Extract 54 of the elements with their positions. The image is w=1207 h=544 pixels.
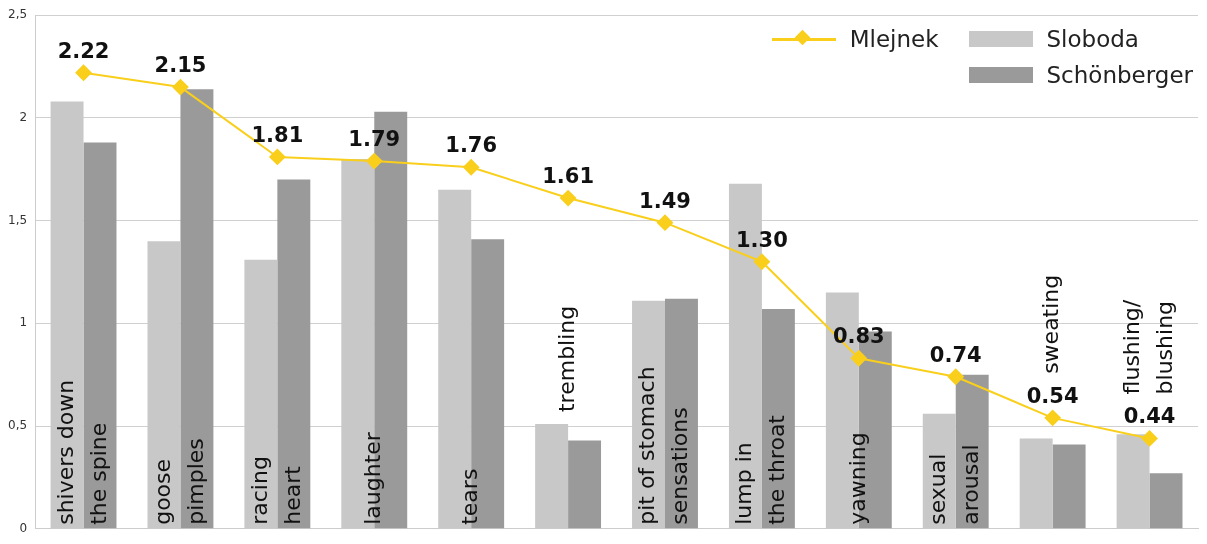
data-label: 1.49: [639, 188, 691, 213]
bar: [277, 179, 311, 529]
point: [1141, 430, 1158, 447]
x-tick-label: sweating: [1038, 274, 1064, 374]
data-label: 0.74: [929, 342, 982, 367]
y-tick-label: 1,5: [7, 212, 28, 227]
data-label: 1.81: [251, 122, 304, 147]
bar: [180, 89, 214, 529]
data-label: 2.15: [154, 53, 207, 78]
x-tick-label: goose pimples: [149, 438, 208, 525]
x-tick-label: laughter: [359, 431, 385, 525]
point: [753, 253, 770, 270]
point: [947, 368, 964, 385]
y-tick-label: 0: [19, 520, 28, 535]
bar: [761, 308, 795, 529]
x-tick-label: pit of stomach sensations: [634, 366, 693, 525]
x-tick-label: lump in the throat: [731, 414, 790, 525]
bar: [83, 142, 117, 529]
point: [463, 159, 480, 176]
point: [269, 148, 286, 165]
bar: [1116, 434, 1150, 529]
y-tick-label: 2: [19, 110, 28, 125]
bar: [568, 440, 602, 529]
data-label: 0.54: [1026, 383, 1079, 408]
x-tick-label: tears: [456, 468, 482, 525]
point: [172, 79, 189, 96]
bar: [1019, 438, 1053, 529]
data-label: 1.61: [542, 163, 594, 188]
x-tick-label: racing heart: [246, 456, 305, 525]
y-tick-label: 2,5: [7, 7, 28, 22]
x-tick-label: trembling: [553, 305, 579, 413]
x-tick-label: yawning: [844, 432, 870, 525]
data-label: 1.76: [445, 133, 498, 158]
data-label: 1.79: [348, 127, 401, 152]
data-label: 0.44: [1123, 404, 1176, 429]
x-tick-label: shivers down the spine: [52, 379, 111, 525]
bar: [1052, 444, 1086, 529]
point: [366, 153, 383, 170]
y-tick-label: 1: [19, 315, 28, 330]
y-tick-label: 0,5: [7, 418, 28, 433]
point: [1044, 409, 1061, 426]
x-tick-label: sexual arousal: [924, 444, 983, 525]
bar: [665, 298, 698, 529]
point: [850, 350, 867, 367]
point: [560, 190, 577, 207]
x-tick-label: flushing/ blushing: [1118, 299, 1177, 395]
bar: [1149, 473, 1183, 529]
legend-label: Sloboda: [1046, 26, 1139, 52]
data-label: 1.30: [735, 227, 788, 252]
point: [657, 214, 673, 231]
legend-label: Mlejnek: [849, 26, 939, 52]
legend-label: Schönberger: [1046, 62, 1193, 88]
point: [75, 64, 92, 81]
data-label: 2.22: [57, 38, 110, 63]
